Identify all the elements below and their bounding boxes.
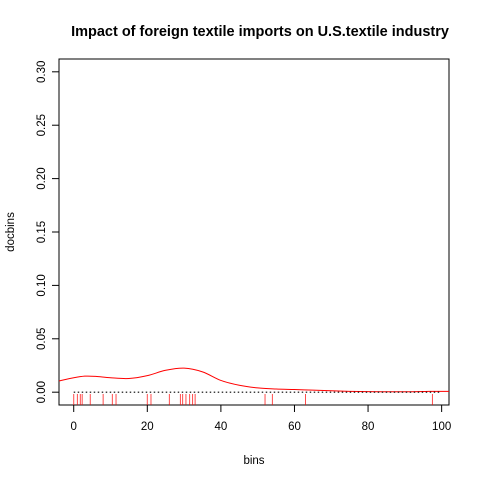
- y-axis-label: docbins: [5, 212, 17, 252]
- chart-title: Impact of foreign textile imports on U.S…: [71, 24, 449, 40]
- y-tick-label: 0.05: [36, 328, 48, 350]
- x-tick-label: 40: [214, 421, 227, 433]
- y-tick-label: 0.15: [36, 221, 48, 243]
- x-tick-label: 20: [141, 421, 154, 433]
- x-tick-label: 0: [71, 421, 77, 433]
- y-tick-label: 0.10: [36, 274, 48, 296]
- x-axis-label: bins: [243, 455, 264, 467]
- y-tick-label: 0.20: [36, 167, 48, 189]
- x-tick-label: 80: [362, 421, 375, 433]
- y-tick-label: 0.00: [36, 381, 48, 403]
- x-tick-label: 60: [288, 421, 301, 433]
- y-tick-label: 0.25: [36, 114, 48, 136]
- y-tick-label: 0.30: [36, 61, 48, 83]
- x-tick-label: 100: [432, 421, 451, 433]
